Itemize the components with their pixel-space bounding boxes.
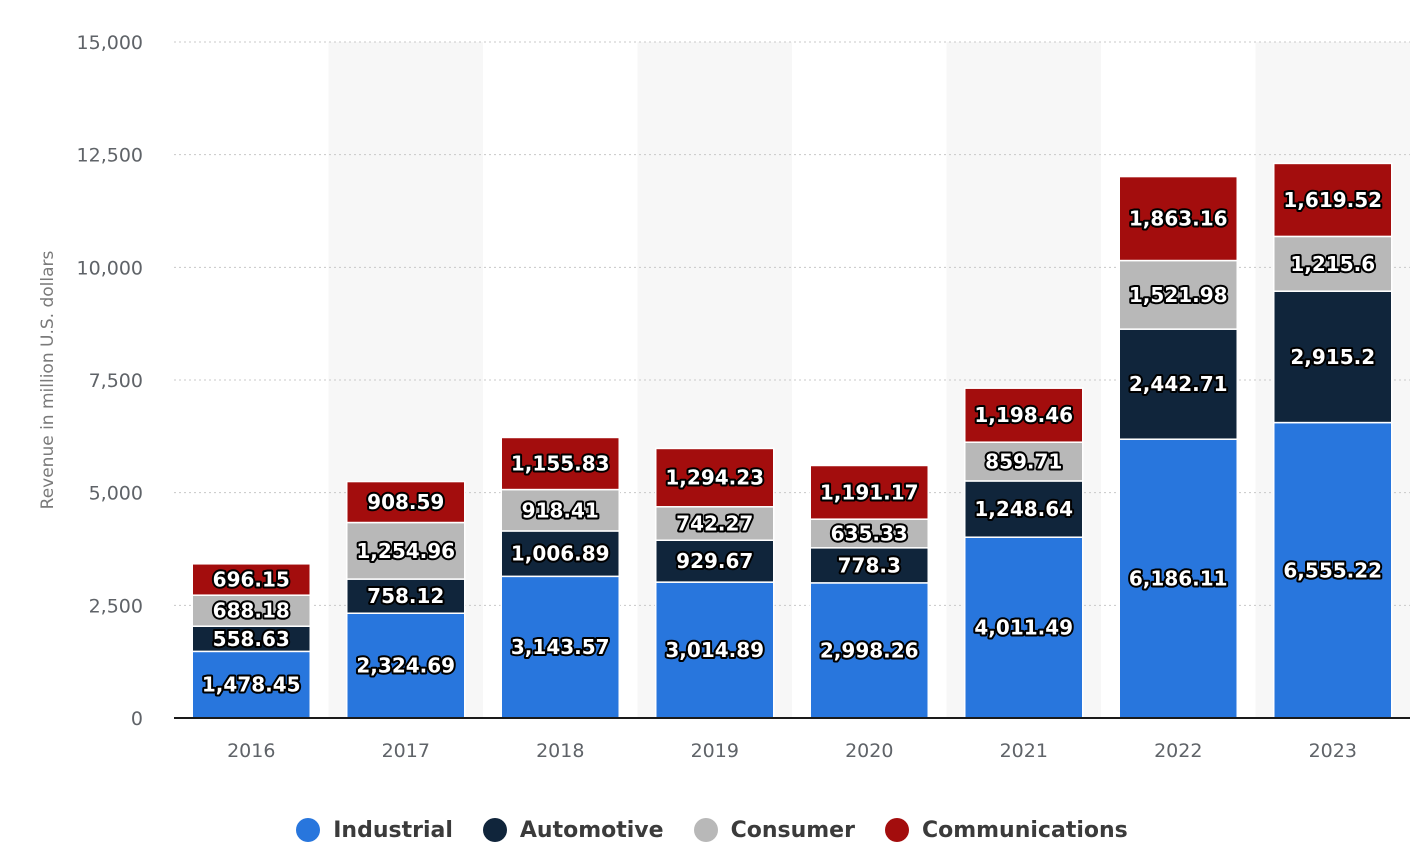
data-label: 3,143.57	[511, 635, 610, 659]
data-label: 1,294.23	[665, 466, 764, 490]
y-tick-label: 12,500	[77, 145, 143, 167]
legend-marker	[482, 818, 507, 842]
y-tick-label: 2,500	[89, 595, 143, 617]
y-tick-label: 5,000	[89, 483, 143, 505]
data-label: 635.33	[831, 521, 908, 545]
y-tick-label: 7,500	[89, 370, 143, 392]
legend: Industrial Automotive Consumer Communicatio…	[0, 813, 1424, 847]
legend-item-communications[interactable]: Communications	[884, 817, 1128, 843]
y-axis-label: Revenue in million U.S. dollars	[38, 250, 58, 509]
bar-consumer-2019[interactable]	[655, 506, 775, 541]
legend-label: Communications	[921, 817, 1128, 843]
data-label: 1,198.46	[974, 403, 1073, 427]
x-tick-label: 2020	[845, 740, 893, 762]
bar-communications-2023[interactable]	[1273, 162, 1393, 238]
x-tick-label: 2021	[1000, 740, 1048, 762]
data-label: 2,915.2	[1290, 345, 1375, 369]
data-label: 3,014.89	[665, 638, 764, 662]
x-tick-label: 2016	[227, 740, 275, 762]
bar-industrial-2019[interactable]	[655, 581, 775, 719]
bar-consumer-2023[interactable]	[1273, 235, 1393, 292]
bar-industrial-2020[interactable]	[809, 582, 929, 719]
bar-communications-2022[interactable]	[1118, 175, 1238, 262]
data-label: 1,863.16	[1129, 207, 1228, 231]
bar-industrial-2022[interactable]	[1118, 438, 1238, 719]
bar-communications-2020[interactable]	[809, 464, 929, 520]
legend-item-consumer[interactable]: Consumer	[693, 817, 855, 843]
x-tick-label: 2022	[1154, 740, 1202, 762]
bar-industrial-2023[interactable]	[1273, 421, 1393, 719]
data-label: 859.71	[985, 450, 1062, 474]
bar-consumer-2016[interactable]	[191, 594, 311, 627]
data-label: 1,254.96	[356, 539, 455, 563]
data-label: 6,186.11	[1129, 567, 1228, 591]
legend-item-industrial[interactable]: Industrial	[296, 818, 453, 843]
data-label: 1,191.17	[820, 480, 919, 504]
data-label: 1,521.98	[1129, 283, 1228, 307]
y-tick-label: 10,000	[77, 257, 143, 279]
legend-marker	[884, 818, 909, 842]
bar-automotive-2023[interactable]	[1273, 290, 1393, 424]
data-label: 688.18	[213, 599, 290, 623]
x-tick-label: 2017	[382, 740, 430, 762]
data-label: 1,215.6	[1290, 252, 1375, 276]
legend-marker	[296, 818, 321, 842]
bar-automotive-2022[interactable]	[1118, 328, 1238, 440]
y-tick-label: 15,000	[77, 32, 143, 54]
x-tick-label: 2023	[1309, 740, 1357, 762]
data-label: 696.15	[213, 567, 290, 591]
data-label: 929.67	[676, 549, 753, 573]
y-tick-label: 0	[131, 708, 143, 730]
x-tick-label: 2018	[536, 740, 584, 762]
bar-industrial-2017[interactable]	[346, 612, 466, 719]
bar-automotive-2017[interactable]	[346, 578, 466, 614]
data-label: 558.63	[213, 627, 290, 651]
data-label: 4,011.49	[974, 616, 1073, 640]
legend-label: Automotive	[519, 817, 664, 843]
bar-consumer-2021[interactable]	[964, 441, 1084, 482]
legend-item-automotive[interactable]: Automotive	[482, 817, 664, 843]
bar-communications-2017[interactable]	[346, 480, 466, 524]
legend-label: Consumer	[730, 817, 855, 843]
bar-communications-2021[interactable]	[964, 387, 1084, 443]
data-label: 6,555.22	[1283, 558, 1382, 582]
bar-consumer-2020[interactable]	[809, 518, 929, 549]
data-label: 1,155.83	[511, 452, 610, 476]
x-tick-label: 2019	[691, 740, 739, 762]
data-label: 1,619.52	[1283, 188, 1382, 212]
data-label: 2,998.26	[820, 638, 919, 662]
data-label: 742.27	[676, 512, 753, 536]
bar-industrial-2021[interactable]	[964, 536, 1084, 719]
data-label: 758.12	[367, 584, 444, 608]
data-label: 778.3	[838, 553, 901, 577]
bar-communications-2019[interactable]	[655, 447, 775, 508]
bar-industrial-2018[interactable]	[500, 575, 620, 719]
bar-automotive-2018[interactable]	[500, 530, 620, 578]
data-label: 1,006.89	[511, 542, 610, 566]
data-label: 908.59	[367, 490, 444, 514]
data-label: 2,324.69	[356, 654, 455, 678]
bar-communications-2018[interactable]	[500, 436, 620, 491]
legend-label: Industrial	[333, 817, 453, 843]
bar-automotive-2019[interactable]	[655, 539, 775, 583]
data-label: 2,442.71	[1129, 372, 1228, 396]
data-label: 1,248.64	[974, 497, 1073, 521]
data-label: 1,478.45	[202, 673, 301, 697]
bar-communications-2016[interactable]	[191, 563, 311, 596]
data-label: 918.41	[522, 498, 599, 522]
legend-marker	[693, 818, 718, 842]
